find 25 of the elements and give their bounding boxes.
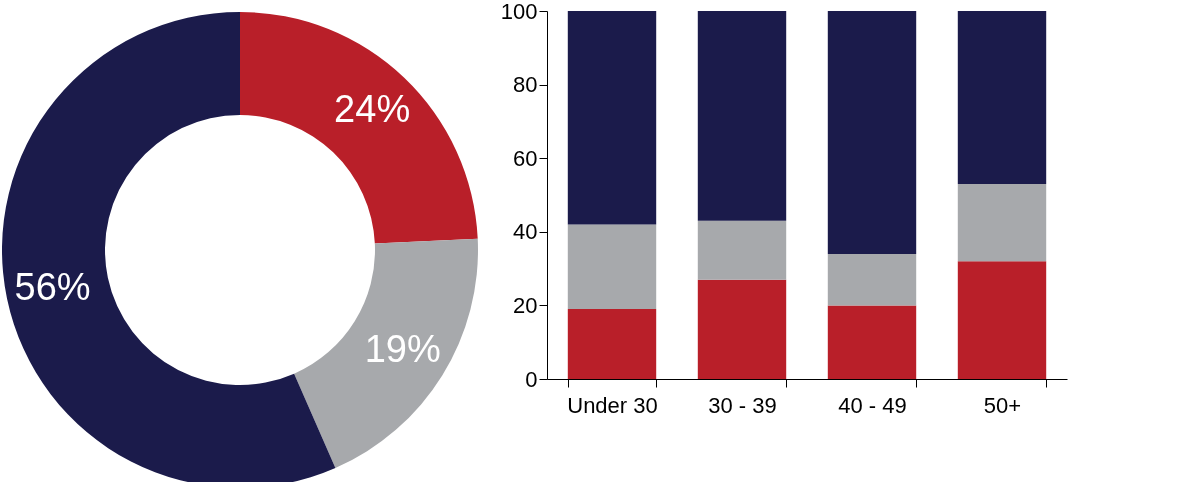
bar bbox=[827, 11, 917, 254]
bar bbox=[827, 305, 917, 379]
bar bbox=[827, 253, 917, 306]
data-label: 56% bbox=[14, 266, 91, 309]
bar bbox=[567, 309, 657, 379]
bar bbox=[567, 224, 657, 310]
data-label: 19% bbox=[364, 327, 441, 370]
bar bbox=[697, 220, 787, 280]
data-label: 24% bbox=[334, 88, 411, 131]
y-tick-label: 80 bbox=[513, 72, 538, 98]
y-tick-label: 0 bbox=[525, 366, 538, 392]
y-tick-label: 20 bbox=[513, 292, 538, 318]
y-tick-label: 40 bbox=[513, 219, 538, 245]
x-tick-label: 30 - 39 bbox=[708, 392, 777, 418]
bar bbox=[567, 11, 657, 225]
x-tick-label: Under 30 bbox=[567, 392, 658, 418]
x-tick-label: 50+ bbox=[983, 392, 1022, 418]
y-tick-label: 60 bbox=[513, 145, 538, 171]
bar bbox=[957, 11, 1047, 184]
x-tick-label: 40 - 49 bbox=[838, 392, 907, 418]
y-tick-label: 100 bbox=[500, 0, 538, 24]
bar bbox=[957, 183, 1047, 262]
bar bbox=[697, 279, 787, 379]
bar bbox=[697, 11, 787, 221]
bar bbox=[957, 261, 1047, 379]
